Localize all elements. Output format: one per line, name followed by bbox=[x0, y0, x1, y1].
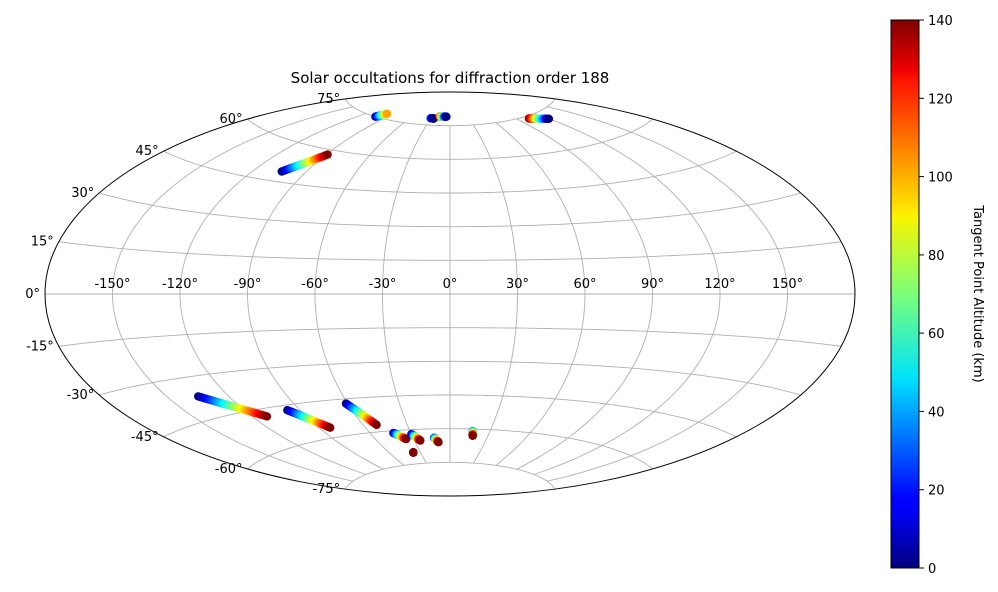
data-point bbox=[372, 420, 381, 430]
colorbar-tick-label: 120 bbox=[928, 92, 953, 107]
meridian-gridline bbox=[382, 124, 427, 464]
latitude-tick-label: -45° bbox=[131, 430, 159, 445]
longitude-tick-label: 30° bbox=[506, 277, 529, 292]
data-point bbox=[416, 436, 425, 445]
longitude-tick-labels: -150° -120° -90° -60° -30° 0° 30° 60° 90° 120° 150… bbox=[94, 277, 803, 292]
longitude-tick-label: -90° bbox=[234, 277, 262, 292]
data-point bbox=[326, 423, 335, 432]
longitude-tick-label: 150° bbox=[772, 277, 803, 292]
longitude-tick-label: 60° bbox=[573, 277, 596, 292]
data-point bbox=[468, 431, 477, 440]
latitude-tick-label: -60° bbox=[215, 462, 243, 477]
latitude-tick-labels: -75° -60° -45° -30° -15° 0° 15° 30° 45° 60° 75° bbox=[25, 92, 340, 497]
meridian-gridline bbox=[495, 122, 586, 466]
parallel-gridline bbox=[344, 461, 556, 490]
longitude-tick-label: -150° bbox=[94, 277, 130, 292]
latitude-tick-label: 45° bbox=[136, 144, 159, 159]
meridian-gridline bbox=[473, 124, 518, 464]
data-point bbox=[544, 114, 554, 124]
latitude-tick-label: 15° bbox=[31, 235, 54, 250]
colorbar-tick-label: 100 bbox=[928, 171, 953, 186]
longitude-tick-label: 120° bbox=[704, 277, 735, 292]
colorbar: 0 20 40 60 80 100 120 140 Tangent Point Altitud… bbox=[890, 14, 985, 577]
colorbar-tick-label: 140 bbox=[928, 14, 953, 29]
colorbar-tick-label: 80 bbox=[928, 249, 945, 264]
latitude-tick-label: -30° bbox=[67, 388, 95, 403]
colorbar-tick-label: 20 bbox=[928, 484, 945, 499]
longitude-tick-label: -30° bbox=[369, 277, 397, 292]
colorbar-tick-label: 40 bbox=[928, 405, 945, 420]
latitude-tick-label: 60° bbox=[219, 112, 242, 127]
data-point bbox=[442, 112, 451, 121]
colorbar-tick-label: 0 bbox=[928, 562, 936, 577]
data-point bbox=[323, 150, 332, 159]
longitude-tick-label: -60° bbox=[301, 277, 329, 292]
colorbar-ticks: 0 20 40 60 80 100 120 140 bbox=[919, 14, 953, 577]
meridian-gridline bbox=[533, 113, 721, 475]
colorbar-gradient bbox=[890, 19, 920, 569]
latitude-tick-label: -15° bbox=[26, 339, 54, 354]
latitude-tick-label: 75° bbox=[317, 92, 340, 107]
meridian-gridline bbox=[179, 113, 367, 475]
meridian-gridline bbox=[546, 106, 788, 482]
data-point bbox=[434, 438, 443, 447]
colorbar-tick-label: 60 bbox=[928, 327, 945, 342]
meridian-gridline bbox=[516, 118, 653, 470]
data-point bbox=[262, 412, 272, 421]
graticule bbox=[45, 98, 855, 490]
longitude-tick-label: 90° bbox=[641, 277, 664, 292]
occultation-points bbox=[194, 109, 554, 457]
meridian-gridline bbox=[112, 106, 354, 482]
map-outline bbox=[44, 91, 856, 497]
latitude-tick-label: 30° bbox=[71, 186, 94, 201]
longitude-tick-label: 0° bbox=[443, 277, 458, 292]
longitude-tick-label: -120° bbox=[162, 277, 198, 292]
data-point bbox=[382, 109, 392, 119]
chart-title: Solar occultations for diffraction order… bbox=[291, 69, 610, 87]
colorbar-label: Tangent Point Altitude (km) bbox=[970, 204, 985, 382]
latitude-tick-label: -75° bbox=[312, 482, 340, 497]
latitude-tick-label: 0° bbox=[25, 287, 40, 302]
data-point bbox=[409, 448, 418, 457]
